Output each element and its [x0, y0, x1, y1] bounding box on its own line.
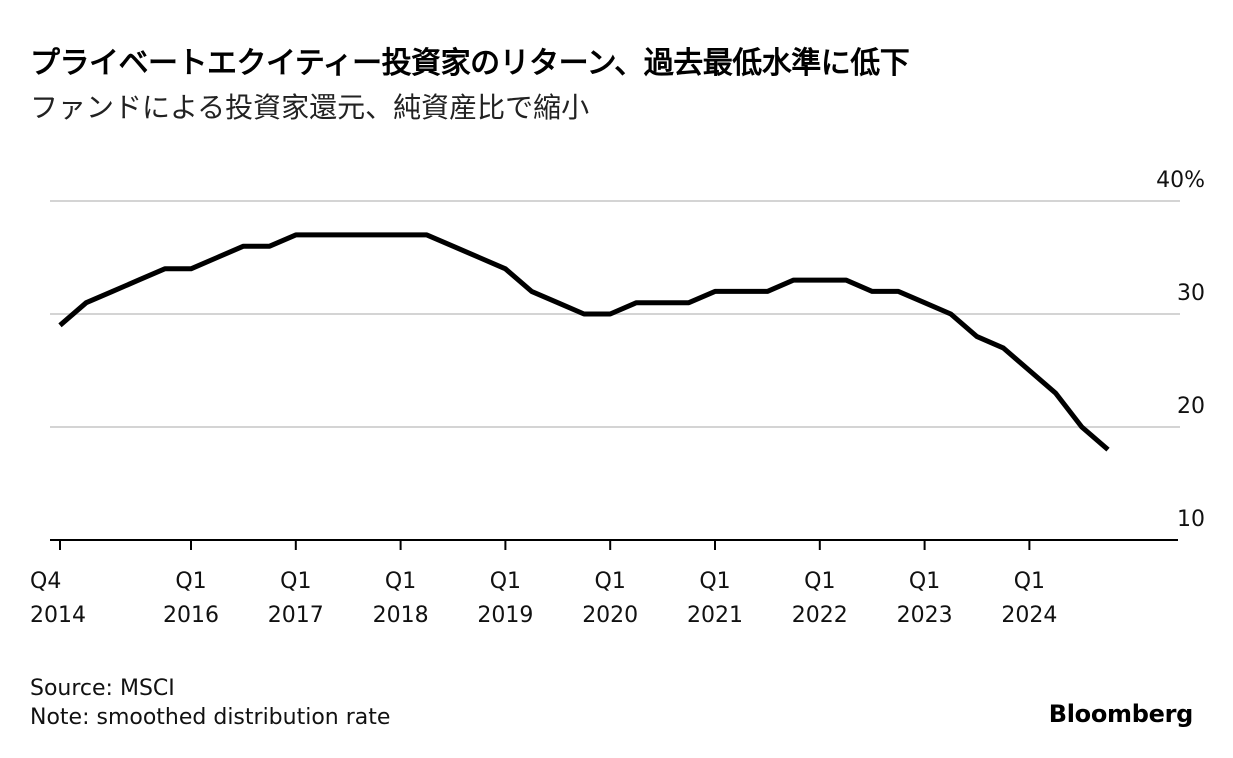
- x-tick-label-year: 2018: [373, 603, 429, 628]
- data-point: [1079, 425, 1084, 430]
- data-point: [817, 278, 822, 283]
- data-point: [58, 323, 63, 328]
- data-point: [686, 300, 691, 305]
- x-tick-label-year: 2019: [477, 603, 533, 628]
- x-tick-label-quarter: Q1: [909, 569, 940, 594]
- data-point: [424, 232, 429, 237]
- x-tick-label-year: 2016: [163, 603, 219, 628]
- data-point: [241, 244, 246, 249]
- data-point: [529, 289, 534, 294]
- data-point: [267, 244, 272, 249]
- x-tick-label-year: 2024: [1001, 603, 1057, 628]
- data-point: [1106, 447, 1111, 452]
- data-point: [136, 278, 141, 283]
- x-tick-label-year: 2023: [897, 603, 953, 628]
- data-point: [608, 312, 613, 317]
- data-point: [346, 232, 351, 237]
- data-point: [922, 300, 927, 305]
- data-point: [320, 232, 325, 237]
- footnote: Note: smoothed distribution rate: [30, 705, 391, 730]
- data-point: [451, 244, 456, 249]
- data-point: [503, 266, 508, 271]
- x-tick-label-year: 2014: [30, 603, 86, 628]
- data-point: [582, 312, 587, 317]
- data-point: [215, 255, 220, 260]
- x-tick-label-quarter: Q1: [280, 569, 311, 594]
- data-point: [477, 255, 482, 260]
- x-tick-label-quarter: Q1: [175, 569, 206, 594]
- x-tick-label-quarter: Q1: [699, 569, 730, 594]
- bloomberg-logo: Bloomberg: [1048, 700, 1194, 728]
- chart-subtitle: ファンドによる投資家還元、純資産比で縮小: [30, 91, 590, 124]
- data-point: [293, 232, 298, 237]
- data-point: [634, 300, 639, 305]
- data-point: [372, 232, 377, 237]
- x-tick-label-quarter: Q1: [595, 569, 626, 594]
- x-tick-label-year: 2021: [687, 603, 743, 628]
- y-tick-label: 10: [1177, 507, 1205, 532]
- x-tick-label-quarter: Q4: [30, 569, 61, 594]
- data-point: [844, 278, 849, 283]
- data-point: [765, 289, 770, 294]
- series-layer: [58, 232, 1111, 452]
- data-point: [189, 266, 194, 271]
- x-tick-label-quarter: Q1: [385, 569, 416, 594]
- series-line-distribution-rate: [58, 232, 1110, 452]
- x-tick-label-year: 2020: [582, 603, 638, 628]
- y-tick-label: 20: [1177, 394, 1205, 419]
- data-point: [713, 289, 718, 294]
- data-point: [870, 289, 875, 294]
- data-point: [948, 312, 953, 317]
- data-point: [739, 289, 744, 294]
- x-tick-label-year: 2017: [268, 603, 324, 628]
- x-tick-label-quarter: Q1: [490, 569, 521, 594]
- data-point: [1053, 391, 1058, 396]
- data-point: [84, 300, 89, 305]
- data-point: [1027, 368, 1032, 373]
- y-tick-label: 30: [1177, 281, 1205, 306]
- data-point: [1001, 345, 1006, 350]
- x-axis-ticks: Q4 2014 Q1 2016 Q1 2017 Q1 2018 Q1 2019 Q1 2020 Q1 20…: [30, 540, 1057, 628]
- data-point: [975, 334, 980, 339]
- source-note: Source: MSCI: [30, 676, 175, 701]
- x-tick-label-year: 2022: [792, 603, 848, 628]
- x-tick-label-quarter: Q1: [1014, 569, 1045, 594]
- data-point: [660, 300, 665, 305]
- chart-title: プライベートエクイティー投資家のリターン、過去最低水準に低下: [30, 46, 910, 81]
- y-tick-label: 40%: [1156, 168, 1205, 193]
- y-axis-labels: 40% 30 20 10: [1156, 168, 1205, 532]
- data-point: [398, 232, 403, 237]
- data-point: [110, 289, 115, 294]
- data-point: [896, 289, 901, 294]
- data-point: [162, 266, 167, 271]
- x-tick-label-quarter: Q1: [804, 569, 835, 594]
- data-point: [555, 300, 560, 305]
- data-point: [791, 278, 796, 283]
